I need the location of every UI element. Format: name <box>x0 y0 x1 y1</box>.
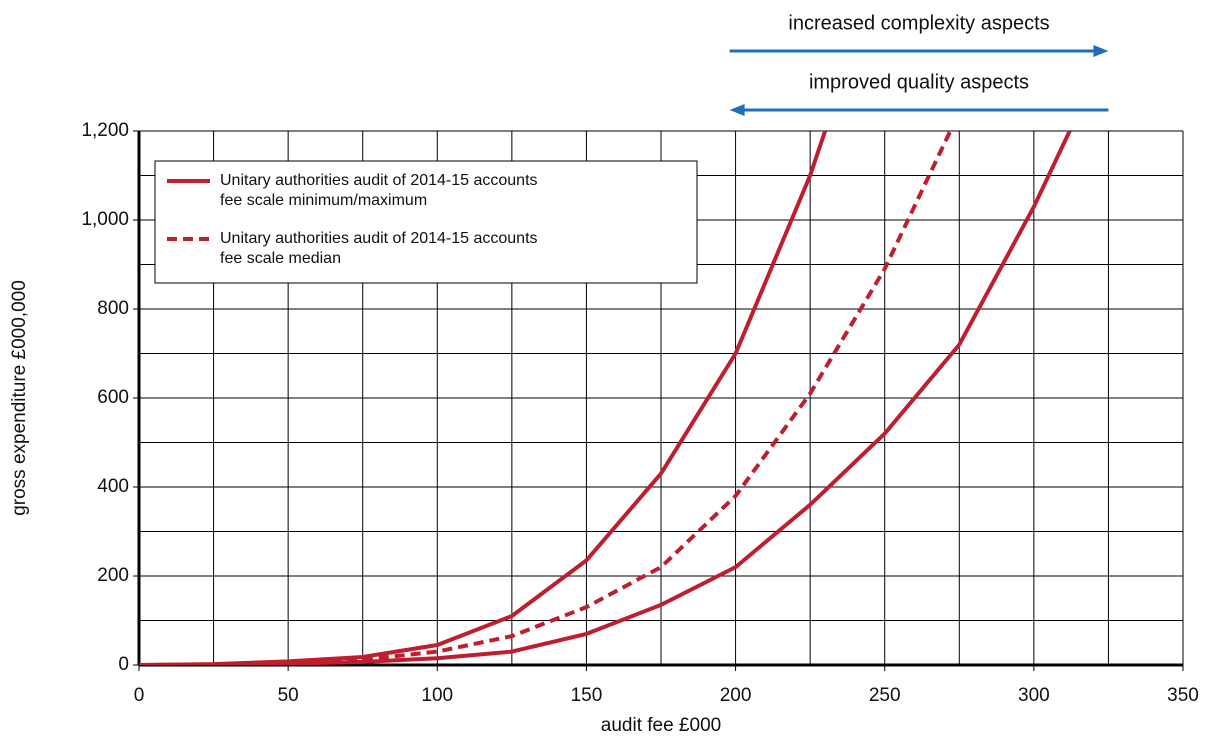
x-tick-label: 250 <box>869 685 901 706</box>
y-axis-title: gross expenditure £000,000 <box>9 280 30 516</box>
curve <box>139 131 953 665</box>
y-tick-label: 1,000 <box>81 209 129 230</box>
y-tick-label: 1,200 <box>81 120 129 141</box>
legend-label: Unitary authorities audit of 2014-15 acc… <box>220 172 538 189</box>
arrow-head <box>1093 45 1109 57</box>
arrow-head <box>729 104 745 116</box>
y-tick-label: 0 <box>118 654 129 675</box>
x-tick-label: 350 <box>1167 685 1199 706</box>
x-tick-label: 200 <box>720 685 752 706</box>
y-tick-label: 800 <box>97 298 129 319</box>
x-tick-label: 300 <box>1018 685 1050 706</box>
x-tick-label: 150 <box>571 685 603 706</box>
x-tick-label: 50 <box>278 685 299 706</box>
y-tick-label: 400 <box>97 476 129 497</box>
annotation-text: increased complexity aspects <box>788 12 1049 34</box>
legend-label: Unitary authorities audit of 2014-15 acc… <box>220 230 538 247</box>
x-axis-title: audit fee £000 <box>601 715 721 736</box>
y-tick-label: 200 <box>97 565 129 586</box>
y-tick-label: 600 <box>97 387 129 408</box>
legend-label: fee scale minimum/maximum <box>220 192 427 209</box>
x-tick-label: 0 <box>134 685 145 706</box>
x-tick-label: 100 <box>421 685 453 706</box>
legend-label: fee scale median <box>220 250 341 267</box>
legend-box <box>154 160 698 284</box>
annotation-text: improved quality aspects <box>809 71 1029 93</box>
